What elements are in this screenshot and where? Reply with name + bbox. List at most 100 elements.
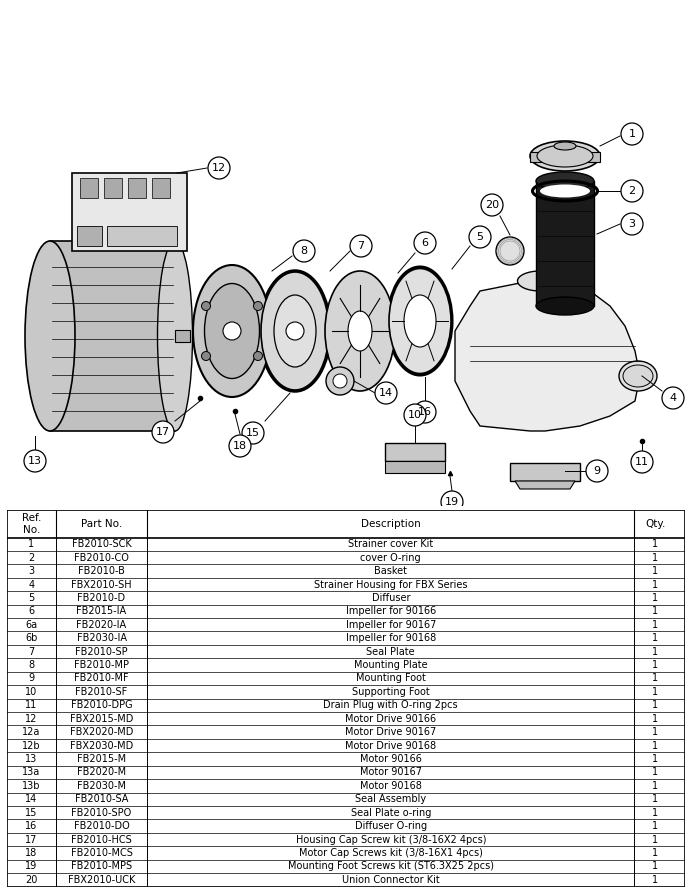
Text: 12: 12: [25, 714, 37, 723]
Text: FB2015-IA: FB2015-IA: [76, 607, 127, 617]
Ellipse shape: [286, 322, 304, 340]
Text: 17: 17: [156, 427, 170, 437]
Text: 5: 5: [28, 593, 35, 603]
Text: 12a: 12a: [22, 727, 41, 737]
Text: 6: 6: [28, 607, 35, 617]
Text: 2: 2: [628, 186, 635, 196]
Text: 5: 5: [477, 232, 484, 242]
Ellipse shape: [253, 352, 262, 361]
Bar: [530, 152, 600, 162]
Text: 1: 1: [652, 579, 658, 590]
Text: 1: 1: [652, 794, 658, 805]
Circle shape: [229, 435, 251, 457]
Text: Part No.: Part No.: [81, 519, 122, 529]
Circle shape: [293, 240, 315, 262]
Ellipse shape: [536, 172, 594, 190]
Text: 1: 1: [652, 660, 658, 670]
Ellipse shape: [496, 237, 524, 265]
Text: 1: 1: [652, 607, 658, 617]
Text: Impeller for 90168: Impeller for 90168: [345, 634, 436, 643]
Text: 16: 16: [25, 822, 37, 831]
Text: FB2010-SPO: FB2010-SPO: [71, 808, 131, 818]
Text: 8: 8: [300, 246, 307, 256]
Bar: [50, 241, 175, 431]
Circle shape: [24, 450, 46, 472]
Text: Motor 90166: Motor 90166: [360, 754, 421, 764]
Text: 1: 1: [652, 620, 658, 630]
Circle shape: [404, 404, 426, 426]
Text: Diffuser: Diffuser: [372, 593, 410, 603]
Text: 1: 1: [652, 552, 658, 563]
Text: 18: 18: [233, 441, 247, 451]
Text: 1: 1: [652, 539, 658, 549]
Text: 1: 1: [652, 634, 658, 643]
Text: 20: 20: [25, 875, 37, 885]
Text: 9: 9: [28, 674, 35, 683]
Text: 3: 3: [28, 566, 35, 576]
Text: FB2010-MP: FB2010-MP: [74, 660, 129, 670]
Text: Motor 90168: Motor 90168: [360, 781, 421, 791]
Text: 1: 1: [652, 808, 658, 818]
Text: Seal Plate o-ring: Seal Plate o-ring: [351, 808, 431, 818]
Text: 7: 7: [28, 647, 35, 657]
Bar: [128, 178, 146, 198]
Text: Qty.: Qty.: [645, 519, 666, 529]
Text: Drain Plug with O-ring 2pcs: Drain Plug with O-ring 2pcs: [323, 700, 458, 710]
Text: 1: 1: [652, 835, 658, 845]
Text: 19: 19: [25, 862, 37, 871]
Text: 1: 1: [652, 754, 658, 764]
Text: FB2020-IA: FB2020-IA: [76, 620, 127, 630]
Text: 1: 1: [652, 781, 658, 791]
Text: Impeller for 90166: Impeller for 90166: [345, 607, 436, 617]
Text: Motor Cap Screws kit (3/8-16X1 4pcs): Motor Cap Screws kit (3/8-16X1 4pcs): [299, 848, 483, 858]
Circle shape: [414, 232, 436, 254]
Bar: [536, 181, 594, 306]
Circle shape: [208, 157, 230, 179]
Text: Mounting Foot: Mounting Foot: [356, 674, 426, 683]
Circle shape: [586, 460, 608, 482]
Text: 1: 1: [652, 714, 658, 723]
Text: 6a: 6a: [26, 620, 37, 630]
Text: Strainer cover Kit: Strainer cover Kit: [348, 539, 433, 549]
Text: FB2020-M: FB2020-M: [77, 767, 126, 778]
Text: 11: 11: [635, 457, 649, 467]
Text: 1: 1: [652, 727, 658, 737]
Text: 6: 6: [421, 238, 428, 248]
Text: FB2030-IA: FB2030-IA: [77, 634, 127, 643]
Text: FB2010-D: FB2010-D: [78, 593, 125, 603]
Circle shape: [481, 194, 503, 216]
Text: FBX2010-SH: FBX2010-SH: [71, 579, 132, 590]
Text: FB2010-SA: FB2010-SA: [75, 794, 128, 805]
Text: 20: 20: [485, 200, 499, 210]
Ellipse shape: [274, 295, 316, 367]
Text: 1: 1: [628, 129, 635, 139]
Text: Description: Description: [361, 519, 421, 529]
Text: FB2010-CO: FB2010-CO: [74, 552, 129, 563]
Text: FB2010-DPG: FB2010-DPG: [71, 700, 132, 710]
Ellipse shape: [205, 283, 260, 379]
Text: FB2015-M: FB2015-M: [77, 754, 126, 764]
Circle shape: [441, 491, 463, 513]
Ellipse shape: [261, 272, 329, 390]
Text: 16: 16: [418, 407, 432, 417]
Text: Seal Plate: Seal Plate: [367, 647, 415, 657]
Text: 1: 1: [652, 566, 658, 576]
Text: 1: 1: [652, 822, 658, 831]
Circle shape: [621, 213, 643, 235]
Text: 14: 14: [25, 794, 37, 805]
Bar: [72, 173, 187, 251]
Text: FBX2030-MD: FBX2030-MD: [70, 740, 133, 750]
Circle shape: [621, 180, 643, 202]
Text: 15: 15: [25, 808, 37, 818]
Text: Basket: Basket: [374, 566, 408, 576]
Text: 8: 8: [28, 660, 35, 670]
Ellipse shape: [518, 271, 563, 291]
Ellipse shape: [193, 265, 271, 397]
Polygon shape: [455, 281, 640, 431]
Text: FBX2020-MD: FBX2020-MD: [70, 727, 134, 737]
Bar: [77, 226, 102, 246]
Bar: [104, 178, 122, 198]
Circle shape: [631, 451, 653, 473]
Text: FB2010-MCS: FB2010-MCS: [71, 848, 132, 858]
Ellipse shape: [540, 184, 590, 198]
